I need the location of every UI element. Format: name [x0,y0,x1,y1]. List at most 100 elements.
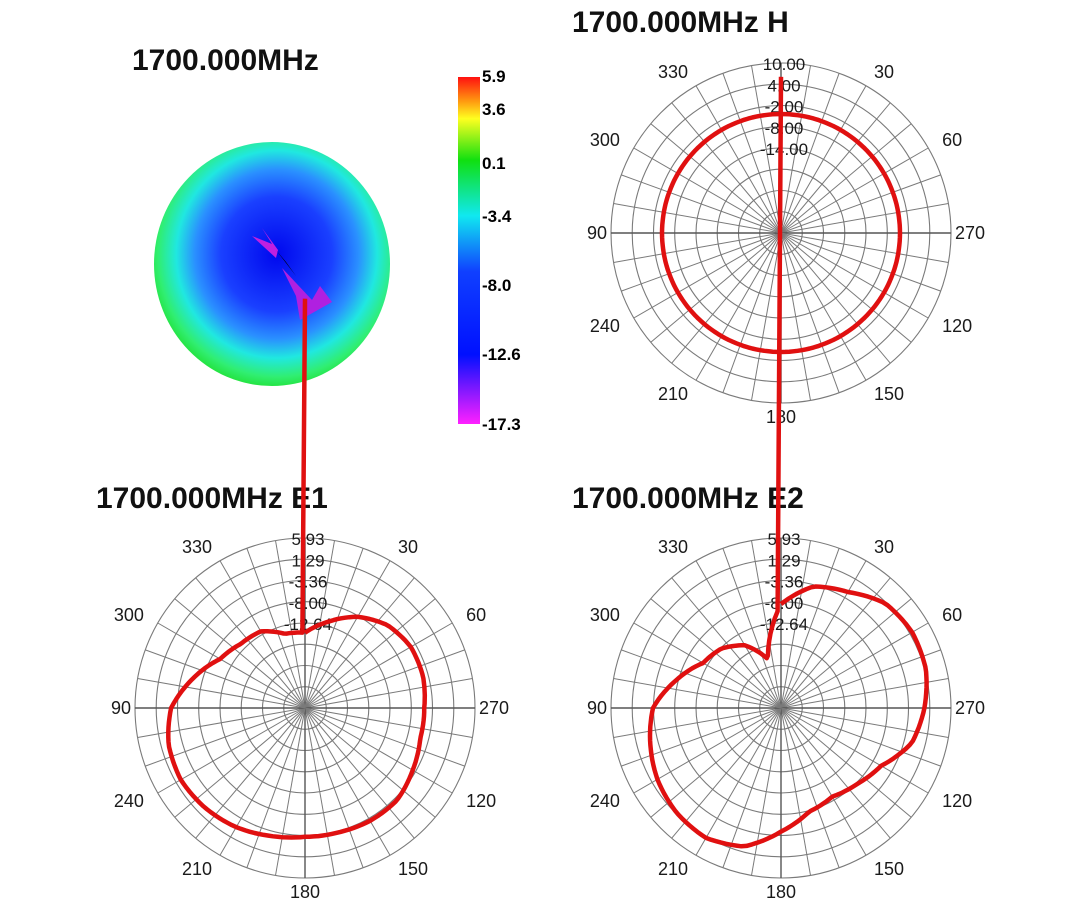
grid-spoke [650,123,782,234]
grid-spoke [304,548,364,709]
pattern-trace [647,76,929,849]
grid-spoke [304,707,415,839]
angle-label: 240 [114,791,144,811]
angle-label: 60 [942,605,962,625]
grid-spoke [780,548,840,709]
grid-spoke [780,707,867,856]
angle-label: 120 [466,791,496,811]
radial-label: -8.00 [765,119,804,138]
angle-label: 150 [398,859,428,879]
grid-spoke [722,232,782,393]
grid-spoke [780,203,949,234]
angle-label: 60 [942,130,962,150]
grid-spoke [275,540,306,709]
grid-spoke [695,232,782,381]
grid-spoke [780,102,891,234]
heatmap-title: 1700.000MHz [132,44,319,77]
grid-spoke [780,73,840,234]
grid-spoke [304,707,391,856]
grid-spoke [780,174,941,234]
grid-spoke [275,707,306,876]
angle-label: 270 [955,698,985,718]
grid-spoke [780,232,840,393]
angle-label: 90 [587,223,607,243]
field-blob [154,142,390,386]
grid-spoke [780,707,912,818]
grid-spoke [137,678,306,709]
grid-spoke [633,232,782,319]
grid-spoke [722,707,782,868]
radial-label: -3.36 [765,573,804,592]
polar-title: 1700.000MHz E2 [572,482,804,515]
angle-label: 270 [955,223,985,243]
grid-spoke [695,707,782,856]
angle-label: 150 [874,384,904,404]
radial-label: 1.29 [767,551,800,570]
null-region-lower [282,268,332,320]
angle-label: 30 [874,62,894,82]
grid-spoke [304,649,465,709]
radial-label: 5.93 [767,530,800,549]
grid-spoke [780,123,912,234]
null-core [276,250,296,276]
heatmap-panel: 1700.000MHz 5.9 3.6 0.1 -3.4 -8.0 -12.6 -17.3 [132,44,521,434]
grid-spoke [695,560,782,709]
grid-spoke [304,707,436,818]
grid-spoke [304,707,465,767]
grid-spoke [780,232,941,292]
radial-label: -14.00 [760,140,808,159]
grid-spoke [671,707,782,839]
grid-spoke [650,232,782,343]
radial-label: -2.00 [765,98,804,117]
grid-spoke [621,707,782,767]
grid-spoke [671,232,782,364]
polar-e1-panel: 1700.000MHz E1 180 210 240 270 300 330 30 60 90 12… [96,298,509,900]
colorbar-tick-2: 0.1 [482,154,506,173]
polar-title: 1700.000MHz H [572,6,789,39]
grid-spoke [780,232,891,364]
angle-label: 240 [590,791,620,811]
grid-spoke [695,85,782,234]
grid-spoke [195,577,306,709]
grid-spoke [621,649,782,709]
grid-spoke [780,707,811,876]
grid-spoke [780,232,949,263]
angle-label: 150 [874,859,904,879]
angle-label: 90 [111,698,131,718]
grid-spoke [621,174,782,234]
colorbar-gradient [458,77,480,424]
angle-label: 210 [182,859,212,879]
colorbar-tick-4: -8.0 [482,276,511,295]
angle-label: 210 [658,859,688,879]
angle-label: 210 [658,384,688,404]
grid-spoke [722,548,782,709]
grid-spoke [780,232,912,343]
grid-spoke [613,232,782,263]
angle-label: 120 [942,791,972,811]
angle-label: 180 [290,882,320,900]
radial-label: 10.00 [763,55,806,74]
sphere-projection [154,142,390,386]
grid-spoke [780,85,867,234]
grid-spoke [219,707,306,856]
pattern-trace [166,298,428,840]
polar-title: 1700.000MHz E1 [96,482,328,515]
radial-label: -12.64 [760,615,808,634]
grid-spoke [751,232,782,401]
grid-spoke [613,678,782,709]
radial-label: 5.93 [291,530,324,549]
angle-label: 300 [590,130,620,150]
grid-spoke [613,203,782,234]
colorbar: 5.9 3.6 0.1 -3.4 -8.0 -12.6 -17.3 [458,67,521,434]
angle-label: 30 [398,537,418,557]
grid-spoke [722,73,782,234]
grid-spoke [780,147,929,234]
grid-spoke [780,560,867,709]
grid-spoke [137,707,306,738]
null-region-upper [252,228,278,258]
grid-spoke [671,102,782,234]
grid-spoke [780,232,867,381]
grid-spoke [304,707,335,876]
colorbar-tick-3: -3.4 [482,207,512,226]
grid-spoke [633,147,782,234]
